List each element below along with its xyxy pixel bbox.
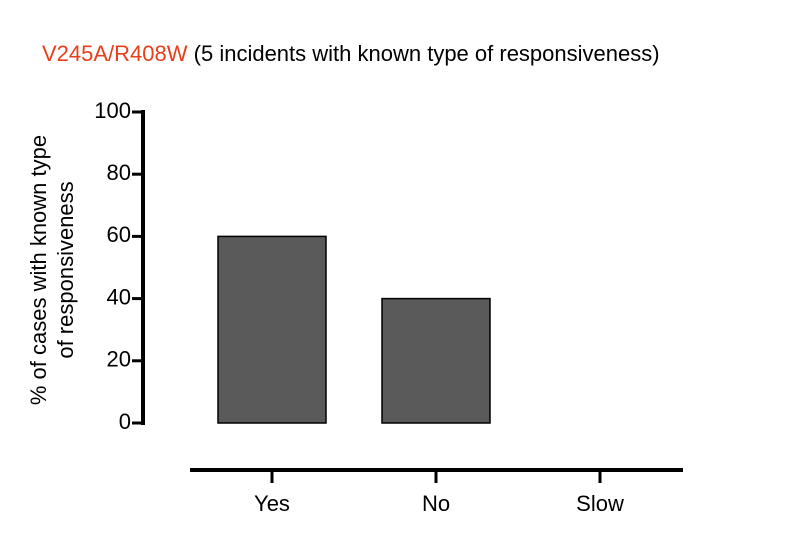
y-axis-label: % of cases with known type of responsive… xyxy=(26,135,78,405)
bar xyxy=(381,297,491,424)
y-label-line: % of cases with known type xyxy=(26,135,51,405)
y-tick-label: 40 xyxy=(107,284,131,309)
title-text: (5 incidents with known type of responsi… xyxy=(194,41,660,66)
chart-title: V245A/R408W (5 incidents with known type… xyxy=(42,41,660,66)
x-tick-label: No xyxy=(422,491,450,516)
y-tick-label: 100 xyxy=(94,98,131,123)
title-highlight: V245A/R408W xyxy=(42,41,188,66)
y-tick-label: 60 xyxy=(107,222,131,247)
y-tick-label: 20 xyxy=(107,347,131,372)
bar xyxy=(217,235,327,424)
y-tick-label: 0 xyxy=(119,409,131,434)
y-label-line: of responsiveness xyxy=(53,181,78,358)
y-tick-label: 80 xyxy=(107,160,131,185)
x-tick-label: Slow xyxy=(576,491,624,516)
x-tick-label: Yes xyxy=(254,491,290,516)
